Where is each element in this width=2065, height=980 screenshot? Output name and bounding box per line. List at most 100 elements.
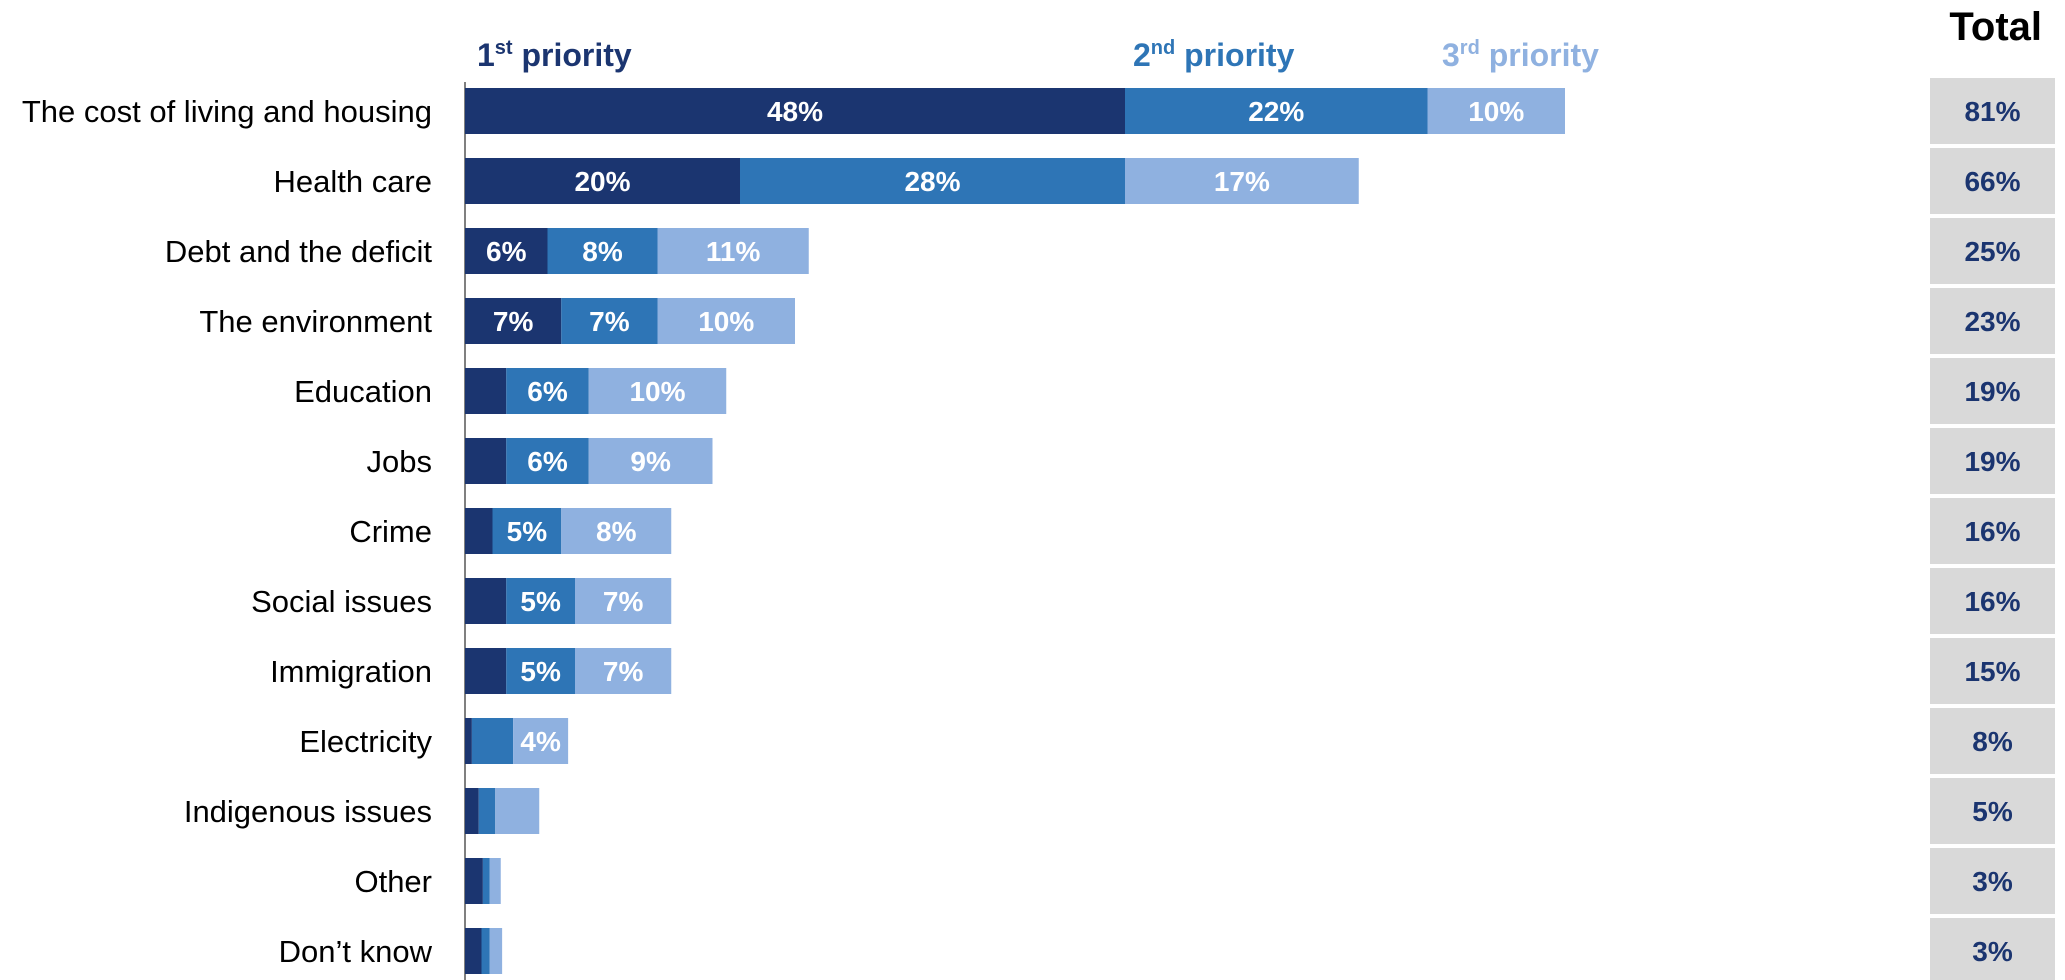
total-box	[1930, 148, 2055, 214]
bar-segment-3	[1427, 88, 1565, 134]
bar-segment-3	[657, 298, 795, 344]
total-box	[1930, 708, 2055, 774]
data-label: 28%	[904, 166, 960, 197]
bar-segment-3	[657, 228, 809, 274]
bar-segment-3	[575, 648, 672, 694]
bar-segment-3	[495, 788, 540, 834]
legend-entry-2: 2nd priority	[1133, 37, 1295, 73]
bar-segment-2	[561, 298, 658, 344]
total-value: 16%	[1964, 586, 2020, 617]
bar-segment-1	[465, 788, 479, 834]
data-label: 9%	[630, 446, 671, 477]
total-box	[1930, 288, 2055, 354]
data-label: 6%	[486, 236, 527, 267]
bar-segment-1	[465, 648, 507, 694]
category-label: Education	[294, 374, 432, 409]
bar-segment-1	[465, 228, 548, 274]
bar-segment-2	[478, 788, 496, 834]
data-label: 10%	[629, 376, 685, 407]
data-label: 17%	[1214, 166, 1270, 197]
bar-segment-2	[471, 718, 514, 764]
total-value: 3%	[1972, 936, 2013, 967]
bar-segment-2	[506, 438, 589, 484]
total-value: 3%	[1972, 866, 2013, 897]
bar-segment-1	[465, 578, 507, 624]
total-box	[1930, 568, 2055, 634]
category-label: Debt and the deficit	[165, 234, 433, 269]
bar-segment-3	[1125, 158, 1359, 204]
data-label: 20%	[574, 166, 630, 197]
total-box	[1930, 218, 2055, 284]
category-label: The cost of living and housing	[22, 94, 432, 129]
category-label: Don’t know	[279, 934, 433, 969]
bar-segment-3	[513, 718, 569, 764]
total-value: 23%	[1964, 306, 2020, 337]
total-value: 19%	[1964, 376, 2020, 407]
category-label: Electricity	[299, 724, 432, 759]
bar-segment-2	[481, 928, 490, 974]
data-label: 5%	[507, 516, 548, 547]
total-value: 5%	[1972, 796, 2013, 827]
bar-segment-2	[506, 648, 575, 694]
bar-segment-3	[561, 508, 672, 554]
data-label: 6%	[527, 446, 568, 477]
data-label: 5%	[520, 586, 561, 617]
total-box	[1930, 78, 2055, 144]
legend-entry-1: 1st priority	[477, 37, 632, 73]
bar-segment-2	[482, 858, 490, 904]
bar-segment-3	[489, 928, 503, 974]
total-box	[1930, 428, 2055, 494]
category-label: Immigration	[270, 654, 432, 689]
bar-segment-1	[465, 438, 507, 484]
category-label: Indigenous issues	[184, 794, 432, 829]
total-value: 19%	[1964, 446, 2020, 477]
total-value: 66%	[1964, 166, 2020, 197]
bar-segment-2	[506, 368, 589, 414]
data-label: 22%	[1248, 96, 1304, 127]
total-box	[1930, 848, 2055, 914]
bar-segment-1	[465, 158, 740, 204]
data-label: 10%	[1468, 96, 1524, 127]
total-box	[1930, 638, 2055, 704]
total-value: 81%	[1964, 96, 2020, 127]
bar-segment-1	[465, 88, 1125, 134]
category-label: Health care	[273, 164, 432, 199]
bar-segment-3	[588, 438, 713, 484]
bar-segment-2	[547, 228, 658, 274]
data-label: 11%	[706, 236, 761, 267]
category-label: Crime	[349, 514, 432, 549]
bar-segment-2	[740, 158, 1125, 204]
total-box	[1930, 358, 2055, 424]
total-value: 8%	[1972, 726, 2013, 757]
bar-segment-1	[465, 718, 472, 764]
bar-segment-1	[465, 858, 483, 904]
bar-segment-2	[1125, 88, 1428, 134]
data-label: 10%	[698, 306, 754, 337]
total-box	[1930, 778, 2055, 844]
data-label: 7%	[603, 656, 644, 687]
data-label: 4%	[520, 726, 561, 757]
data-label: 5%	[520, 656, 561, 687]
category-label: Other	[354, 864, 432, 899]
bar-segment-1	[465, 298, 562, 344]
legend-entry-3: 3rd priority	[1442, 37, 1599, 73]
bar-segment-3	[575, 578, 672, 624]
bar-segment-3	[489, 858, 501, 904]
category-label: The environment	[199, 304, 432, 339]
data-label: 7%	[493, 306, 534, 337]
total-value: 25%	[1964, 236, 2020, 267]
data-label: 6%	[527, 376, 568, 407]
data-label: 48%	[767, 96, 823, 127]
total-box	[1930, 918, 2055, 980]
total-box	[1930, 498, 2055, 564]
data-label: 8%	[582, 236, 623, 267]
data-label: 8%	[596, 516, 637, 547]
bar-segment-3	[588, 368, 727, 414]
bar-segment-1	[465, 928, 482, 974]
data-label: 7%	[603, 586, 644, 617]
bar-segment-2	[492, 508, 562, 554]
bar-segment-1	[465, 508, 493, 554]
total-value: 15%	[1964, 656, 2020, 687]
bar-segment-2	[506, 578, 575, 624]
